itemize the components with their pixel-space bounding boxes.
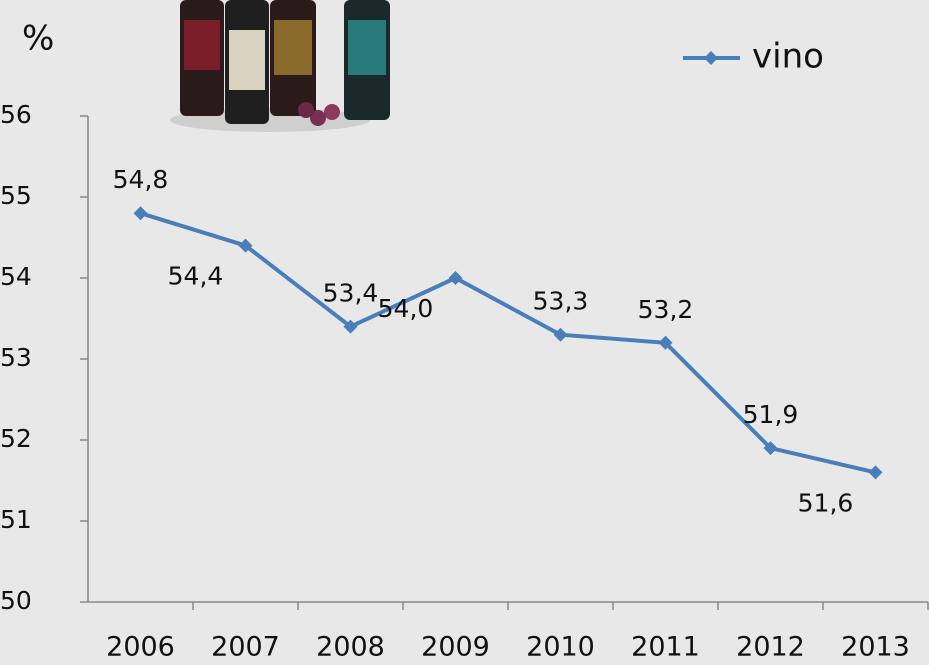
x-tick-label: 2012 xyxy=(736,632,805,663)
data-label: 53,3 xyxy=(533,287,589,316)
x-tick-label: 2009 xyxy=(421,632,490,663)
data-label: 53,4 xyxy=(323,279,379,308)
point-marker xyxy=(868,465,883,480)
y-tick-label: 50 xyxy=(0,586,32,615)
point-marker xyxy=(763,441,778,456)
data-label: 51,6 xyxy=(798,488,854,517)
x-tick-label: 2006 xyxy=(106,632,175,663)
y-tick-label: 56 xyxy=(0,100,32,129)
y-tick-label: 51 xyxy=(0,505,32,534)
point-marker xyxy=(343,319,358,334)
data-label: 54,4 xyxy=(168,262,224,291)
data-label: 54,0 xyxy=(378,294,434,323)
x-tick-label: 2011 xyxy=(631,632,700,663)
y-tick-label: 55 xyxy=(0,181,32,210)
point-marker xyxy=(553,327,568,342)
data-label: 53,2 xyxy=(638,295,694,324)
data-label: 54,8 xyxy=(113,165,169,194)
y-tick-label: 54 xyxy=(0,262,32,291)
point-marker xyxy=(658,335,673,350)
x-tick-label: 2007 xyxy=(211,632,280,663)
point-marker xyxy=(238,238,253,253)
x-tick-label: 2008 xyxy=(316,632,385,663)
legend-label: vino xyxy=(752,37,824,77)
point-marker xyxy=(133,206,148,221)
wine-bottles-picture xyxy=(170,0,390,132)
series-line xyxy=(139,211,876,475)
data-label: 51,9 xyxy=(743,400,799,429)
x-tick-label: 2010 xyxy=(526,632,595,663)
point-marker xyxy=(448,271,463,285)
y-tick-label: 52 xyxy=(0,424,32,453)
x-tick-label: 2013 xyxy=(841,632,910,663)
y-axis-label: % xyxy=(22,19,54,59)
legend-marker xyxy=(704,51,718,65)
y-tick-label: 53 xyxy=(0,343,32,372)
